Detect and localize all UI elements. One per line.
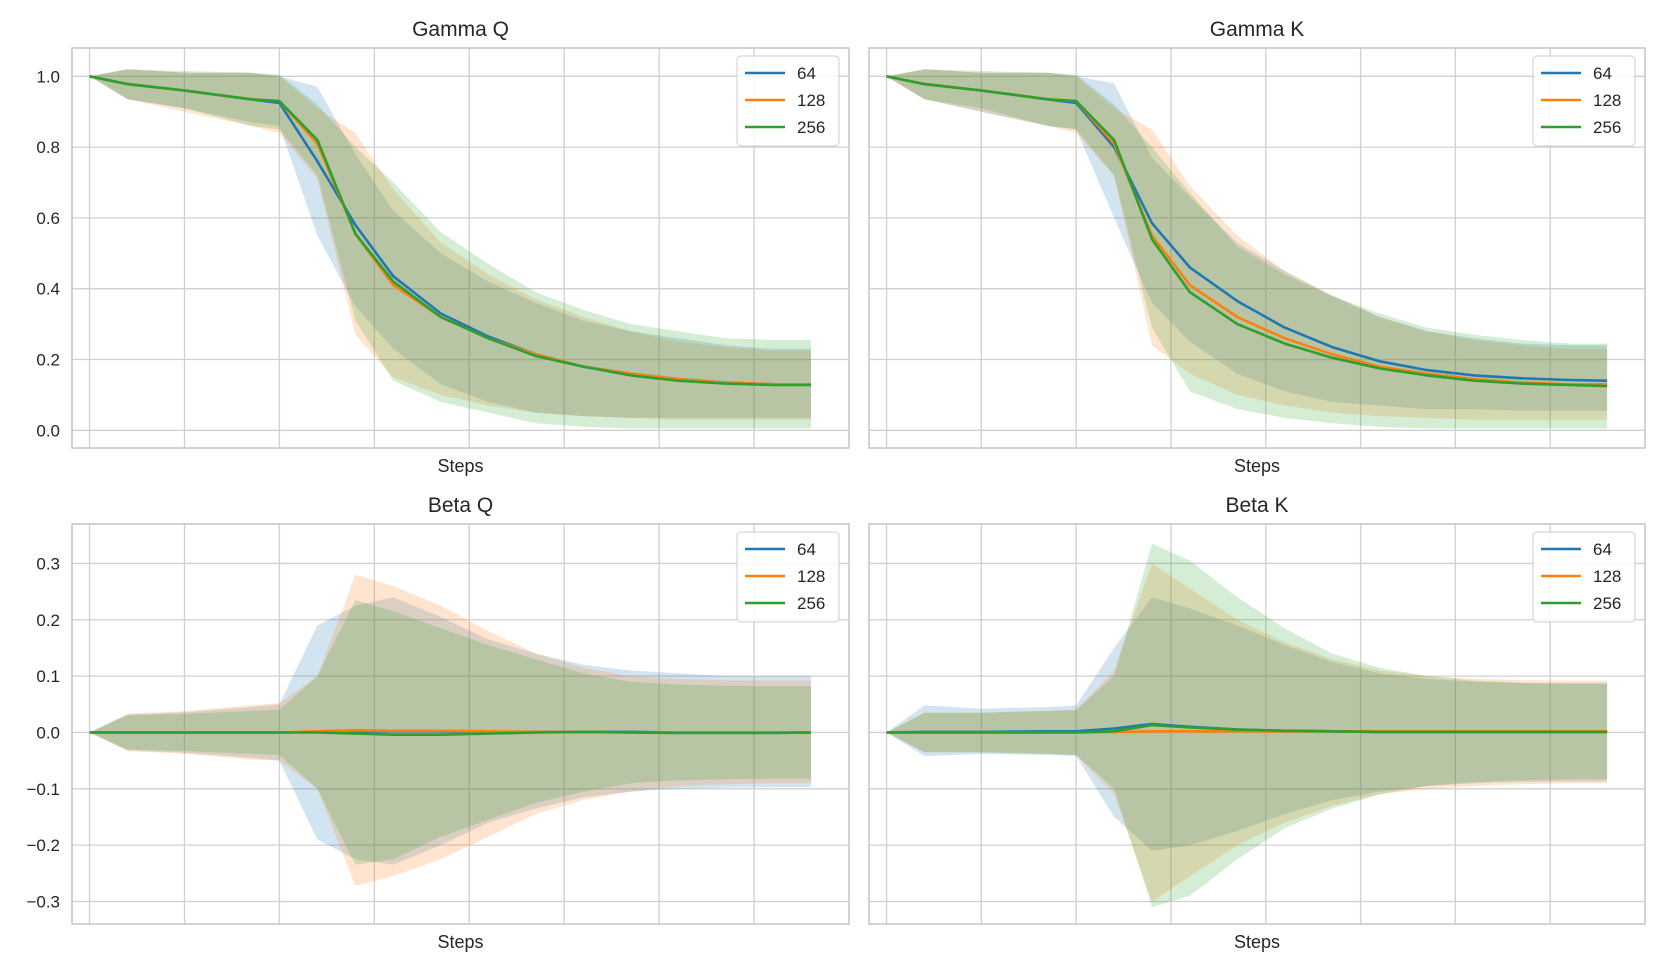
chart-panel-gamma-k: Gamma K Steps 64 128 256 [868, 18, 1646, 476]
axes-frame [71, 47, 850, 449]
legend-label-64: 64 [797, 64, 816, 83]
y-tick-label: 0.1 [36, 667, 60, 686]
series-group [886, 69, 1608, 429]
x-axis-label: Steps [1234, 456, 1280, 476]
legend-label-256: 256 [797, 594, 825, 613]
legend-box [736, 531, 840, 623]
band-64 [886, 69, 1608, 411]
legend-label-256: 256 [1593, 594, 1621, 613]
axes-frame [868, 523, 1646, 925]
legend-box [1532, 531, 1636, 623]
band-256 [886, 543, 1608, 908]
chart-panel-beta-q: −0.3 −0.2 −0.1 0.0 0.1 0.2 0.3 Beta Q Steps 64 128… [26, 494, 850, 952]
legend-box [736, 55, 840, 147]
series-group [886, 543, 1608, 908]
band-128 [89, 69, 812, 420]
chart-title: Gamma Q [412, 18, 509, 41]
legend-box [1532, 55, 1636, 147]
legend-label-128: 128 [1593, 567, 1621, 586]
chart-title: Gamma K [1210, 18, 1305, 41]
band-64 [886, 597, 1608, 851]
legend-label-64: 64 [797, 540, 816, 559]
legend-label-128: 128 [797, 91, 825, 110]
legend-label-64: 64 [1593, 64, 1612, 83]
x-axis-label: Steps [437, 456, 483, 476]
x-axis-label: Steps [437, 932, 483, 952]
legend: 64 128 256 [736, 55, 840, 147]
chart-panel-beta-k: Beta K Steps 64 128 256 [868, 494, 1646, 952]
legend-label-64: 64 [1593, 540, 1612, 559]
chart-panel-gamma-q: 0.0 0.2 0.4 0.6 0.8 1.0 Gamma Q Steps 64 128 256 [36, 18, 850, 476]
series-group [89, 574, 812, 886]
y-tick-label: 0.4 [36, 280, 60, 299]
y-tick-label: 0.8 [36, 138, 60, 157]
y-tick-label: 0.2 [36, 351, 60, 370]
band-256 [886, 69, 1608, 429]
band-256 [89, 69, 812, 429]
series-group [89, 69, 812, 429]
line-series-256 [886, 75, 1608, 388]
line-series-256 [886, 723, 1608, 734]
y-tick-label: 0.0 [36, 421, 60, 440]
legend: 64 128 256 [1532, 531, 1636, 623]
chart-title: Beta K [1225, 494, 1288, 517]
legend-label-256: 256 [797, 118, 825, 137]
legend: 64 128 256 [1532, 55, 1636, 147]
y-tick-label: 0.6 [36, 209, 60, 228]
y-tick-label: 0.0 [36, 723, 60, 742]
legend-label-128: 128 [797, 567, 825, 586]
y-tick-label: 1.0 [36, 67, 60, 86]
y-tick-label: 0.2 [36, 611, 60, 630]
plot-area [72, 524, 849, 924]
chart-title: Beta Q [428, 494, 493, 517]
axes-frame [868, 47, 1646, 449]
plot-area [869, 524, 1645, 924]
axes-frame [71, 523, 850, 925]
line-series-256 [89, 730, 812, 737]
y-tick-label: −0.2 [26, 836, 60, 855]
legend: 64 128 256 [736, 531, 840, 623]
legend-label-256: 256 [1593, 118, 1621, 137]
y-tick-label: −0.1 [26, 780, 60, 799]
y-tick-label: 0.3 [36, 554, 60, 573]
x-axis-label: Steps [1234, 932, 1280, 952]
y-tick-label: −0.3 [26, 892, 60, 911]
legend-label-128: 128 [1593, 91, 1621, 110]
line-series-256 [89, 75, 811, 387]
band-128 [886, 69, 1608, 420]
